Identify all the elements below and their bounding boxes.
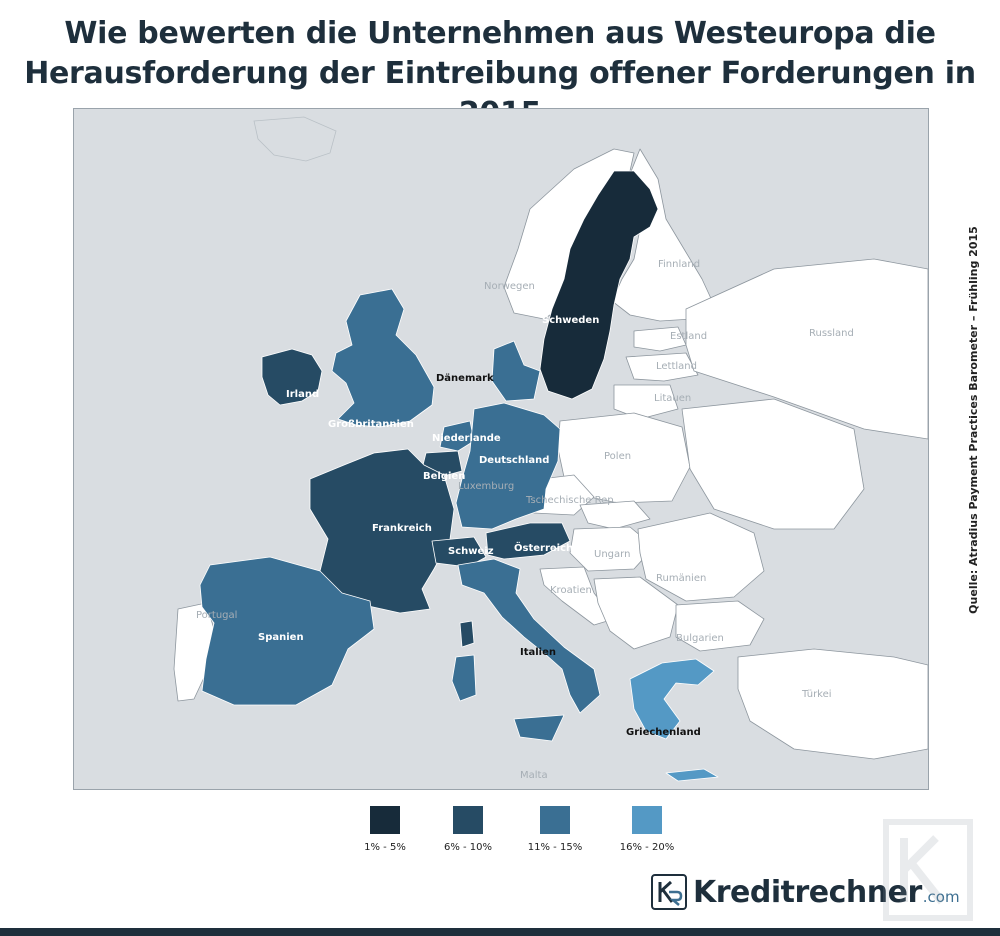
legend-swatch-2 [453,806,483,834]
legend-item-3: 11% - 15% [510,806,600,853]
label-tschechische: Tschechische Rep. [525,495,617,506]
map-canvas: Schweden Dänemark Irland Großbritannien … [173,116,928,782]
country-spanien [199,556,375,706]
land-litauen [613,384,679,420]
label-polen: Polen [604,451,631,462]
land-belarus-ukraine [681,398,865,530]
map-title: Wie bewerten die Unternehmen aus Westeur… [0,14,1000,134]
label-luxemburg: Luxemburg [458,481,514,492]
country-korsika [459,620,475,648]
land-bulgarien [675,600,765,652]
label-malta: Malta [520,770,548,781]
legend-swatch-4 [632,806,662,834]
label-bulgarien: Bulgarien [676,633,724,644]
label-schweden: Schweden [542,315,599,326]
label-lettland: Lettland [656,361,697,372]
label-ungarn: Ungarn [594,549,630,560]
country-niederlande [439,420,475,452]
label-norwegen: Norwegen [484,281,535,292]
kr-logo-icon [651,874,687,910]
label-italien: Italien [520,647,556,658]
label-daenemark: Dänemark [436,373,494,384]
country-irland [261,348,323,406]
land-rumaenien [637,512,765,602]
land-tuerkei [737,648,928,760]
legend-label-2: 6% - 10% [443,842,493,853]
land-ungarn [569,526,655,572]
legend-label-3: 11% - 15% [527,842,583,853]
label-litauen: Litauen [654,393,691,404]
map-labels: Schweden Dänemark Irland Großbritannien … [196,259,854,781]
choropleth-map: Schweden Dänemark Irland Großbritannien … [73,108,929,790]
rated-countries [199,170,719,782]
land-russland [685,258,928,440]
source-note: Quelle: Atradius Payment Practices Barom… [967,226,980,614]
legend-swatch-1 [370,806,400,834]
label-russland: Russland [809,328,854,339]
kr-watermark-icon [883,819,973,921]
legend-item-1: 1% - 5% [340,806,430,853]
country-kreta [665,768,719,782]
label-grossbritannien: Großbritannien [328,419,414,430]
label-finnland: Finnland [658,259,700,270]
label-deutschland: Deutschland [479,455,549,466]
label-schweiz: Schweiz [448,546,494,557]
logo-text: Kreditrechner [693,874,922,910]
label-griechenland: Griechenland [626,727,701,738]
label-frankreich: Frankreich [372,523,432,534]
country-griechenland [629,658,715,740]
legend-label-1: 1% - 5% [364,842,406,853]
legend-label-4: 16% - 20% [619,842,675,853]
land-kroatien [539,566,615,626]
title-line-2: Herausforderung der Eintreibung offener … [24,56,976,131]
land-polen [557,412,691,504]
legend-swatch-3 [540,806,570,834]
white-eu-land [173,148,928,760]
country-sizilien [513,714,565,742]
land-balkans [593,576,679,650]
land-slowakei [579,500,651,530]
kreditrechner-logo[interactable]: Kreditrechner .com [651,872,960,912]
label-rumaenien: Rumänien [656,573,706,584]
label-kroatien: Kroatien [550,585,592,596]
footer-bar [0,928,1000,936]
label-estland: Estland [670,331,707,342]
country-sardinien [451,654,477,702]
logo-tld: .com [922,888,960,906]
label-tuerkei: Türkei [801,689,832,700]
land-lettland [625,352,699,382]
label-spanien: Spanien [258,632,304,643]
country-deutschland [455,402,561,530]
country-schweden [539,170,659,400]
label-oesterreich: Österreich [514,540,573,554]
label-belgien: Belgien [423,471,465,482]
country-grossbritannien [331,288,435,428]
label-niederlande: Niederlande [432,433,501,444]
land-estland [633,326,687,352]
legend-item-4: 16% - 20% [602,806,692,853]
country-oesterreich [485,522,571,560]
non-eu-land [253,116,337,162]
legend-item-2: 6% - 10% [423,806,513,853]
country-daenemark [491,340,541,402]
title-line-1: Wie bewerten die Unternehmen aus Westeur… [64,16,936,51]
label-irland: Irland [286,389,319,400]
legend: 1% - 5% 6% - 10% 11% - 15% 16% - 20% [0,806,1000,856]
label-portugal: Portugal [196,610,237,621]
country-italien [457,558,601,714]
